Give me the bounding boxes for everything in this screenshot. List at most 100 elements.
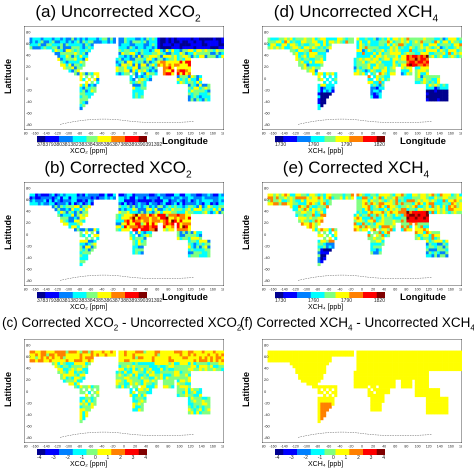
grid-cell: [459, 196, 462, 200]
grid-cell: [334, 72, 338, 76]
grid-cell: [65, 199, 69, 203]
grid-cell: [406, 49, 410, 53]
grid-cell: [60, 49, 64, 53]
grid-cell: [373, 37, 377, 41]
grid-cell: [137, 396, 141, 400]
grid-cell: [87, 242, 91, 246]
grid-cell: [199, 83, 203, 87]
grid-cell: [364, 193, 368, 197]
grid-cell: [439, 98, 443, 102]
grid-cell: [453, 49, 457, 53]
grid-cell: [375, 216, 379, 220]
grid-cell: [359, 37, 363, 41]
grid-cell: [381, 234, 385, 238]
colorbar-segment: [288, 136, 292, 142]
grid-cell: [395, 216, 399, 220]
colorbar-segment: [321, 292, 325, 298]
grid-cell: [298, 373, 302, 377]
grid-cell: [400, 376, 404, 380]
grid-cell: [409, 365, 413, 369]
grid-cell: [185, 362, 189, 366]
grid-cell: [46, 196, 50, 200]
grid-cell: [437, 205, 441, 209]
grid-cell: [414, 80, 418, 85]
grid-cell: [204, 208, 208, 212]
grid-cell: [62, 365, 66, 369]
longitude-tick-label: 40: [382, 132, 386, 136]
grid-cell: [273, 202, 277, 206]
grid-cell: [187, 69, 191, 73]
grid-cell: [434, 37, 438, 41]
grid-cell: [126, 382, 130, 386]
grid-cell: [278, 353, 282, 357]
grid-cell: [79, 356, 83, 360]
grid-cell: [46, 37, 50, 41]
grid-cell: [300, 356, 304, 360]
grid-cell: [295, 202, 299, 206]
grid-cell: [298, 205, 302, 209]
grid-cell: [154, 40, 158, 44]
grid-cell: [179, 219, 183, 223]
grid-cell: [281, 46, 285, 50]
grid-cell: [168, 370, 172, 374]
grid-cell: [201, 402, 205, 406]
grid-cell: [373, 405, 377, 409]
grid-cell: [367, 388, 371, 392]
grid-cell: [126, 37, 130, 41]
grid-cell: [306, 370, 310, 374]
colorbar-segment: [108, 449, 112, 455]
grid-cell: [199, 242, 203, 246]
grid-cell: [367, 225, 371, 229]
grid-cell: [434, 193, 438, 197]
grid-cell: [121, 54, 125, 59]
grid-cell: [149, 382, 153, 386]
grid-cell: [406, 382, 410, 386]
grid-cell: [196, 388, 200, 392]
grid-cell: [425, 388, 429, 392]
grid-cell: [417, 60, 421, 64]
grid-cell: [79, 417, 83, 421]
antarctica-coastline: [59, 431, 195, 438]
grid-cell: [398, 370, 402, 374]
grid-cell: [445, 196, 449, 200]
grid-cell: [362, 57, 366, 61]
grid-cell: [300, 350, 304, 354]
grid-cell: [384, 391, 388, 395]
grid-cell: [137, 236, 141, 241]
grid-cell: [132, 80, 136, 85]
colorbar-segment: [59, 292, 63, 298]
grid-cell: [71, 376, 75, 380]
longitude-tick-label: -80: [77, 288, 82, 292]
grid-cell: [143, 385, 147, 389]
grid-cell: [381, 43, 385, 47]
grid-cell: [425, 205, 429, 209]
grid-cell: [384, 75, 388, 79]
grid-cell: [317, 78, 321, 82]
grid-cell: [165, 66, 169, 70]
grid-cell: [124, 57, 128, 61]
grid-cell: [306, 43, 310, 47]
grid-cell: [395, 370, 399, 374]
longitude-axis-label: Longitude: [162, 292, 208, 303]
grid-cell: [99, 196, 103, 200]
grid-cell: [395, 52, 399, 56]
grid-cell: [328, 89, 332, 93]
grid-cell: [375, 54, 379, 59]
grid-cell: [273, 356, 277, 360]
grid-cell: [85, 213, 89, 217]
longitude-tick-label: -80: [77, 445, 82, 449]
grid-cell: [179, 46, 183, 50]
grid-cell: [359, 199, 363, 203]
grid-cell: [187, 46, 191, 50]
grid-cell: [270, 199, 274, 203]
longitude-tick-label: 40: [144, 288, 148, 292]
grid-cell: [381, 382, 385, 386]
grid-cell: [384, 49, 388, 53]
grid-cell: [118, 193, 122, 197]
grid-cell: [185, 353, 189, 357]
grid-cell: [295, 40, 299, 44]
grid-cell: [339, 196, 343, 200]
grid-cell: [212, 350, 216, 354]
grid-cell: [140, 408, 144, 412]
